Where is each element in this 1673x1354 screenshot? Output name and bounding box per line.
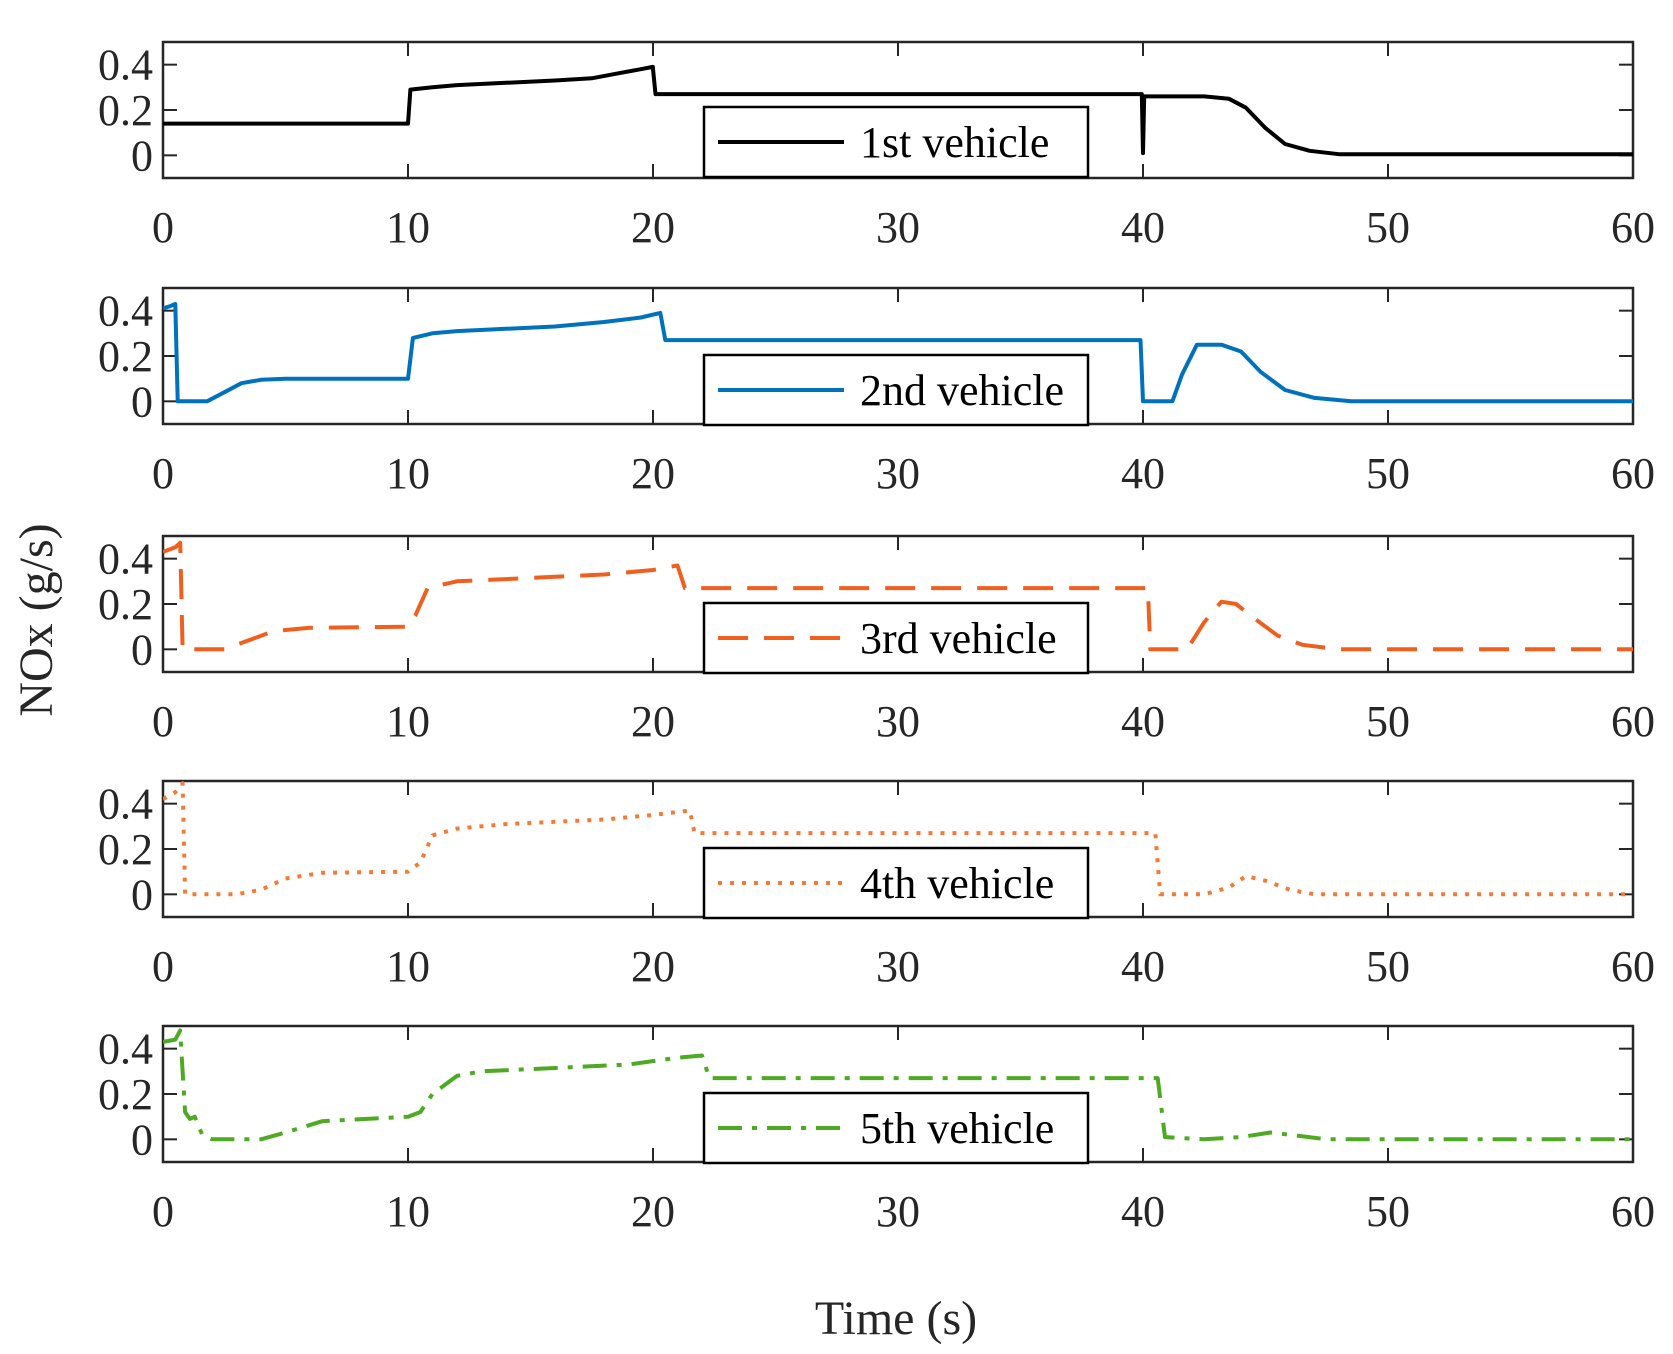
x-tick-label: 50 xyxy=(1366,942,1410,991)
series-line-3 xyxy=(163,540,1633,652)
x-tick-label: 60 xyxy=(1611,697,1655,746)
x-tick-label: 50 xyxy=(1366,1187,1410,1236)
series-line-4 xyxy=(163,781,1633,897)
x-tick-label: 40 xyxy=(1121,697,1165,746)
y-tick-label: 0 xyxy=(131,377,153,426)
x-tick-label: 0 xyxy=(152,449,174,498)
x-tick-label: 30 xyxy=(876,449,920,498)
y-tick-label: 0.4 xyxy=(98,535,153,584)
y-tick-label: 0.4 xyxy=(98,287,153,336)
x-tick-label: 20 xyxy=(631,203,675,252)
x-tick-label: 20 xyxy=(631,697,675,746)
y-tick-label: 0.4 xyxy=(98,1025,153,1074)
legend-label: 1st vehicle xyxy=(860,118,1049,167)
x-tick-label: 30 xyxy=(876,1187,920,1236)
x-tick-label: 40 xyxy=(1121,203,1165,252)
x-tick-label: 60 xyxy=(1611,203,1655,252)
x-tick-label: 0 xyxy=(152,203,174,252)
x-tick-label: 50 xyxy=(1366,697,1410,746)
x-tick-label: 50 xyxy=(1366,449,1410,498)
series-line-1 xyxy=(163,64,1633,157)
y-tick-label: 0 xyxy=(131,131,153,180)
legend-label: 5th vehicle xyxy=(860,1104,1054,1153)
series-line-5 xyxy=(163,1028,1633,1142)
x-tick-label: 40 xyxy=(1121,1187,1165,1236)
legend-label: 3rd vehicle xyxy=(860,614,1057,663)
x-tick-label: 60 xyxy=(1611,942,1655,991)
x-tick-label: 0 xyxy=(152,942,174,991)
x-tick-label: 0 xyxy=(152,1187,174,1236)
x-tick-label: 60 xyxy=(1611,449,1655,498)
y-tick-label: 0.2 xyxy=(98,580,153,629)
y-tick-label: 0.4 xyxy=(98,41,153,90)
x-tick-label: 0 xyxy=(152,697,174,746)
y-tick-label: 0.2 xyxy=(98,1070,153,1119)
x-tick-label: 30 xyxy=(876,697,920,746)
x-tick-label: 60 xyxy=(1611,1187,1655,1236)
legend-label: 2nd vehicle xyxy=(860,366,1064,415)
x-tick-label: 10 xyxy=(386,203,430,252)
y-tick-label: 0.2 xyxy=(98,86,153,135)
y-tick-label: 0 xyxy=(131,870,153,919)
x-tick-label: 30 xyxy=(876,942,920,991)
x-tick-label: 40 xyxy=(1121,449,1165,498)
y-tick-label: 0 xyxy=(131,1115,153,1164)
x-tick-label: 40 xyxy=(1121,942,1165,991)
y-tick-label: 0.2 xyxy=(98,825,153,874)
y-tick-label: 0.4 xyxy=(98,780,153,829)
series-line-2 xyxy=(163,301,1633,404)
x-tick-label: 50 xyxy=(1366,203,1410,252)
x-tick-label: 20 xyxy=(631,942,675,991)
legend-label: 4th vehicle xyxy=(860,859,1054,908)
x-tick-label: 30 xyxy=(876,203,920,252)
y-tick-label: 0 xyxy=(131,625,153,674)
x-tick-label: 10 xyxy=(386,697,430,746)
x-tick-label: 20 xyxy=(631,1187,675,1236)
y-axis-label: NOx (g/s) xyxy=(10,523,63,716)
y-tick-label: 0.2 xyxy=(98,332,153,381)
x-tick-label: 10 xyxy=(386,1187,430,1236)
x-tick-label: 10 xyxy=(386,942,430,991)
x-axis-label: Time (s) xyxy=(815,1292,977,1345)
x-tick-label: 20 xyxy=(631,449,675,498)
x-tick-label: 10 xyxy=(386,449,430,498)
